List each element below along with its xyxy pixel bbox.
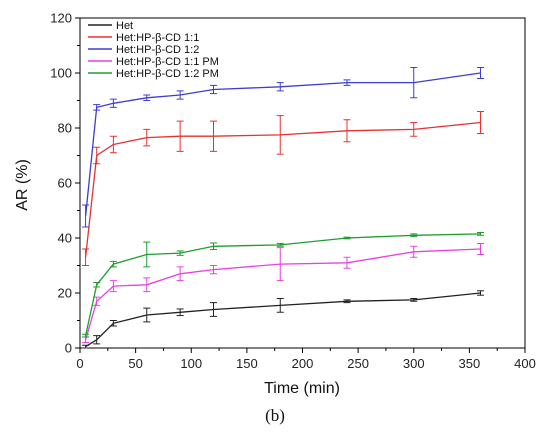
error-bar — [82, 336, 90, 343]
error-bar — [276, 82, 284, 92]
x-axis-label: Time (min) — [264, 380, 340, 397]
x-tick-label: 50 — [128, 356, 142, 371]
error-bar — [143, 241, 151, 268]
legend-item: Het:HP-β-CD 1:2 — [88, 44, 199, 56]
series-line — [84, 248, 481, 340]
x-tick-label: 100 — [180, 356, 202, 371]
error-bar — [82, 333, 90, 338]
error-bar — [410, 233, 418, 238]
legend-item: Het:HP-β-CD 1:2 PM — [88, 68, 219, 80]
error-bar — [343, 299, 351, 304]
legend-label: Het:HP-β-CD 1:2 PM — [116, 68, 219, 80]
error-bar — [477, 243, 484, 255]
error-bar — [176, 90, 184, 100]
series-1 — [82, 290, 484, 349]
error-bar — [276, 298, 284, 313]
series-layer — [82, 67, 484, 349]
series-5 — [82, 232, 484, 338]
error-bar — [82, 248, 90, 266]
error-bar — [176, 120, 184, 152]
y-tick-label: 40 — [58, 231, 72, 246]
x-tick-label: 400 — [514, 356, 536, 371]
error-bar — [410, 245, 418, 258]
error-bar — [343, 119, 351, 143]
x-tick-label: 300 — [403, 356, 425, 371]
series-2 — [82, 111, 484, 266]
error-bar — [109, 98, 117, 108]
legend-item: Het — [88, 20, 133, 32]
error-bar — [410, 122, 418, 137]
error-bar — [109, 320, 117, 327]
error-bar — [143, 277, 151, 293]
legend-label: Het:HP-β-CD 1:1 — [116, 32, 199, 44]
series-line — [84, 233, 481, 336]
error-bar — [343, 79, 351, 86]
x-tick-label: 150 — [236, 356, 258, 371]
axes: 0 50 100 150 200 250 300 350 400 0 20 40 60 80 100 120 — [50, 11, 536, 372]
error-bar — [343, 256, 351, 269]
error-bar — [276, 247, 284, 282]
error-bar — [109, 280, 117, 293]
y-tick-label: 120 — [50, 11, 72, 26]
y-tick-label: 60 — [58, 176, 72, 191]
error-bar — [477, 232, 484, 236]
error-bar — [93, 104, 101, 111]
y-tick-label: 100 — [50, 66, 72, 81]
x-tick-label: 350 — [459, 356, 481, 371]
series-line — [84, 72, 481, 217]
legend-label: Het:HP-β-CD 1:2 — [116, 44, 199, 56]
legend-label: Het:HP-β-CD 1:1 PM — [116, 56, 219, 68]
error-bar — [210, 302, 217, 317]
error-bar — [82, 204, 90, 228]
error-bar — [276, 243, 284, 247]
error-bar — [93, 335, 101, 345]
error-bar — [109, 135, 117, 154]
x-tick-label: 0 — [76, 356, 83, 371]
series-4 — [82, 243, 484, 343]
error-bar — [477, 111, 484, 134]
series-3 — [82, 67, 484, 228]
x-tick-label: 250 — [347, 356, 369, 371]
error-bar — [410, 298, 418, 302]
error-bar — [93, 282, 101, 288]
figure-caption: (b) — [265, 406, 285, 425]
error-bar — [276, 115, 284, 155]
legend-item: Het:HP-β-CD 1:1 — [88, 32, 199, 44]
legend-label: Het — [116, 20, 133, 32]
error-bar — [210, 120, 217, 152]
legend-item: Het:HP-β-CD 1:1 PM — [88, 56, 219, 68]
y-tick-label: 0 — [65, 341, 72, 356]
x-tick-label: 200 — [292, 356, 314, 371]
error-bar — [343, 236, 351, 240]
error-bar — [143, 307, 151, 323]
error-bar — [210, 265, 217, 275]
error-bar — [109, 260, 117, 268]
error-bar — [143, 94, 151, 101]
series-line — [84, 121, 481, 258]
error-bar — [477, 67, 484, 79]
error-bar — [410, 67, 418, 99]
error-bar — [210, 84, 217, 95]
error-bar — [210, 242, 217, 251]
error-bar — [176, 250, 184, 256]
error-bar — [176, 266, 184, 282]
series-line — [85, 292, 481, 348]
error-bar — [176, 308, 184, 317]
y-tick-label: 80 — [58, 121, 72, 136]
y-tick-label: 20 — [58, 286, 72, 301]
error-bar — [143, 128, 151, 147]
error-bar — [477, 290, 484, 296]
y-axis-label: AR (%) — [14, 159, 31, 211]
error-bar — [93, 146, 101, 165]
error-bar — [82, 344, 90, 349]
